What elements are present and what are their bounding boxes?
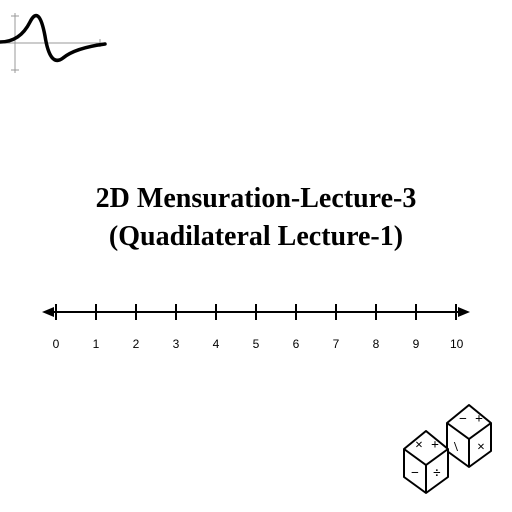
tick-label: 4 (210, 337, 222, 351)
svg-text:÷: ÷ (433, 466, 441, 481)
svg-text:−: − (459, 412, 467, 427)
svg-text:×: × (477, 440, 485, 455)
tick-label: 10 (450, 337, 462, 351)
tick-label: 1 (90, 337, 102, 351)
svg-text:+: + (475, 412, 483, 427)
tick-label: 5 (250, 337, 262, 351)
svg-text:×: × (415, 438, 423, 453)
tick-label: 6 (290, 337, 302, 351)
tick-label: 9 (410, 337, 422, 351)
title-line-2: (Quadilateral Lecture-1) (0, 218, 512, 256)
number-line-labels: 0 1 2 3 4 5 6 7 8 9 10 (40, 337, 472, 351)
wave-decoration (0, 8, 115, 83)
tick-label: 2 (130, 337, 142, 351)
title-line-1: 2D Mensuration-Lecture-3 (0, 180, 512, 218)
tick-label: 0 (50, 337, 62, 351)
number-line: 0 1 2 3 4 5 6 7 8 9 10 (40, 300, 472, 351)
dice-decoration: − + \ × × + − ÷ (392, 397, 502, 502)
tick-label: 3 (170, 337, 182, 351)
svg-text:+: + (431, 438, 439, 453)
tick-label: 8 (370, 337, 382, 351)
svg-text:−: − (411, 466, 419, 481)
lecture-title: 2D Mensuration-Lecture-3 (Quadilateral L… (0, 180, 512, 256)
tick-label: 7 (330, 337, 342, 351)
